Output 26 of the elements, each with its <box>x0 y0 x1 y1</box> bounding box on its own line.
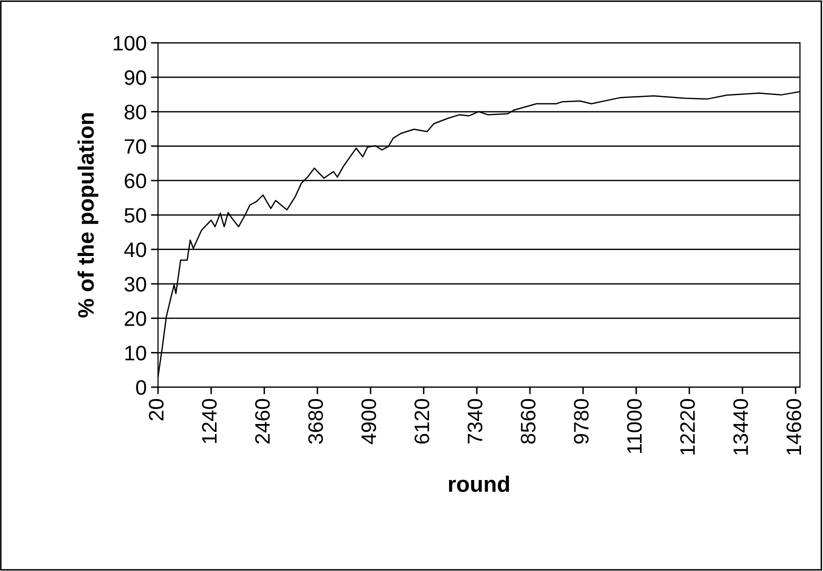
x-tick-label: 2460 <box>255 399 270 444</box>
x-tick-label: 3680 <box>308 399 324 444</box>
x-tick-label: 13440 <box>733 399 748 455</box>
y-tick-label: 0 <box>136 380 146 395</box>
x-tick-label: 11000 <box>627 399 642 454</box>
y-tick-label: 70 <box>124 139 146 154</box>
y-tick-label: 90 <box>124 70 146 86</box>
y-tick-label: 10 <box>125 346 146 360</box>
y-tick-label: 40 <box>124 242 146 258</box>
x-tick-label: 1240 <box>202 399 217 443</box>
x-tick-label: 6120 <box>414 399 430 444</box>
x-tick-label: 20 <box>148 399 164 420</box>
x-tick-label: 14660 <box>786 399 802 455</box>
x-tick-label: 9780 <box>574 399 589 444</box>
x-tick-label: 8560 <box>520 399 536 444</box>
y-axis-title: % of the population <box>78 113 98 318</box>
y-tick-label: 50 <box>124 208 146 223</box>
x-axis-title: round <box>448 476 509 492</box>
y-tick-label: 80 <box>124 104 146 120</box>
y-tick-label: 100 <box>114 36 146 51</box>
y-tick-label: 20 <box>124 311 146 326</box>
y-tick-label: 60 <box>124 174 146 188</box>
x-tick-label: 7340 <box>468 399 482 444</box>
y-tick-label: 30 <box>124 276 146 292</box>
x-tick-label: 12220 <box>680 399 695 455</box>
x-tick-label: 4900 <box>361 399 376 444</box>
